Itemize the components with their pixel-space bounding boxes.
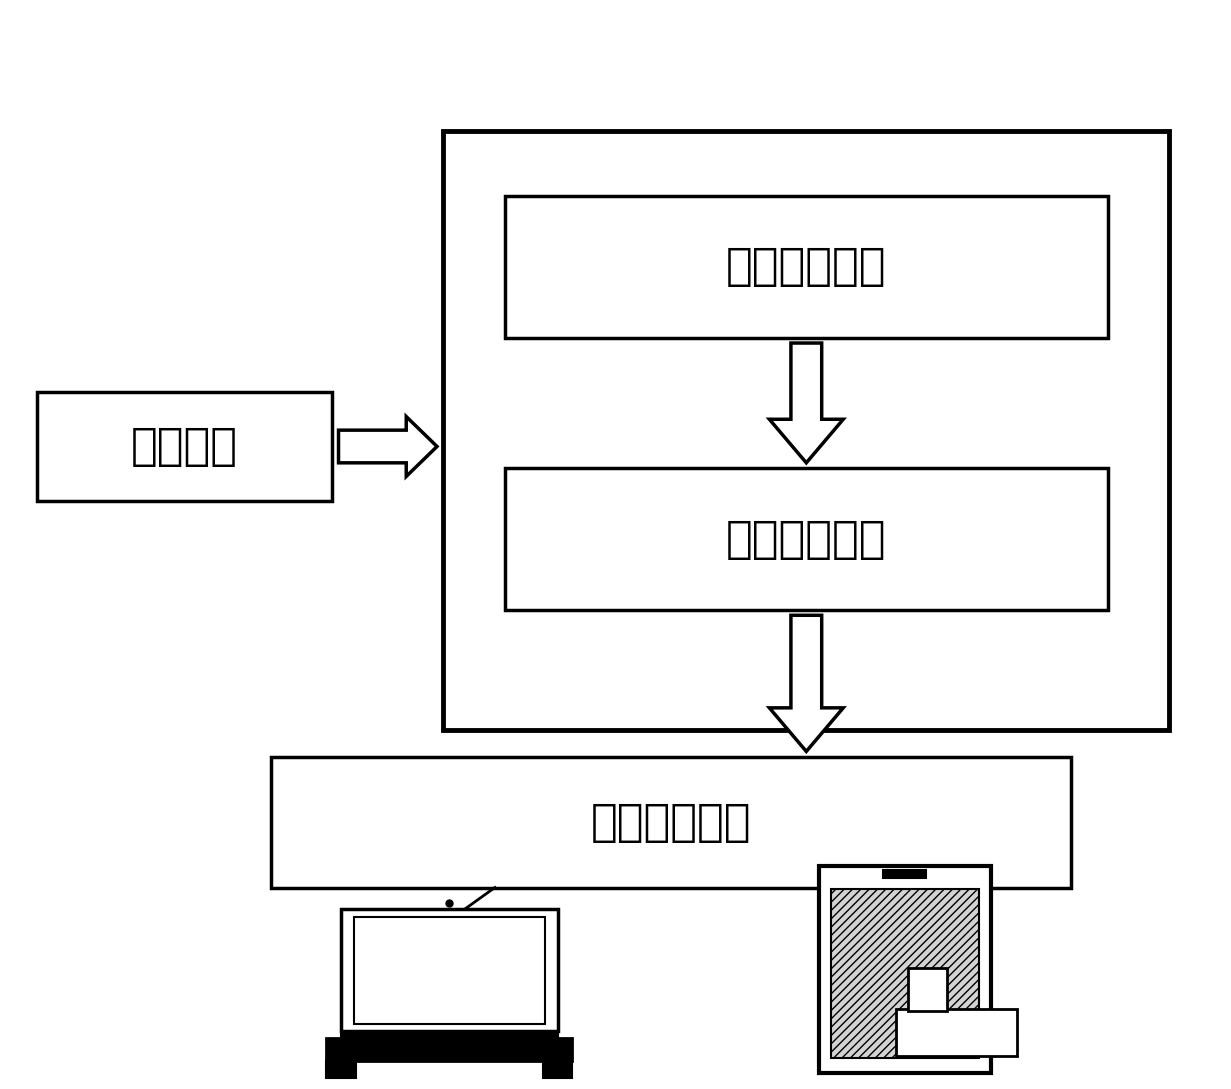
Bar: [443, 131, 1169, 730]
Bar: [326, 1061, 356, 1078]
Bar: [884, 870, 927, 878]
Bar: [271, 757, 1071, 888]
Bar: [543, 1061, 572, 1078]
Bar: [505, 468, 1108, 610]
Bar: [326, 1038, 572, 1061]
Polygon shape: [769, 343, 843, 463]
Bar: [819, 866, 991, 1073]
Polygon shape: [339, 416, 437, 476]
Text: 外部终端设备: 外部终端设备: [591, 800, 751, 844]
Text: 电源模块: 电源模块: [132, 425, 238, 468]
Bar: [831, 889, 979, 1059]
Bar: [341, 1031, 558, 1038]
Text: 信号传输模块: 信号传输模块: [726, 517, 886, 561]
Bar: [896, 1008, 1017, 1056]
Bar: [341, 909, 558, 1031]
Bar: [505, 196, 1108, 338]
Bar: [908, 968, 947, 1011]
Polygon shape: [769, 615, 843, 751]
Bar: [355, 917, 544, 1024]
Bar: [37, 392, 332, 501]
Text: 压力感应模块: 压力感应模块: [726, 245, 886, 289]
